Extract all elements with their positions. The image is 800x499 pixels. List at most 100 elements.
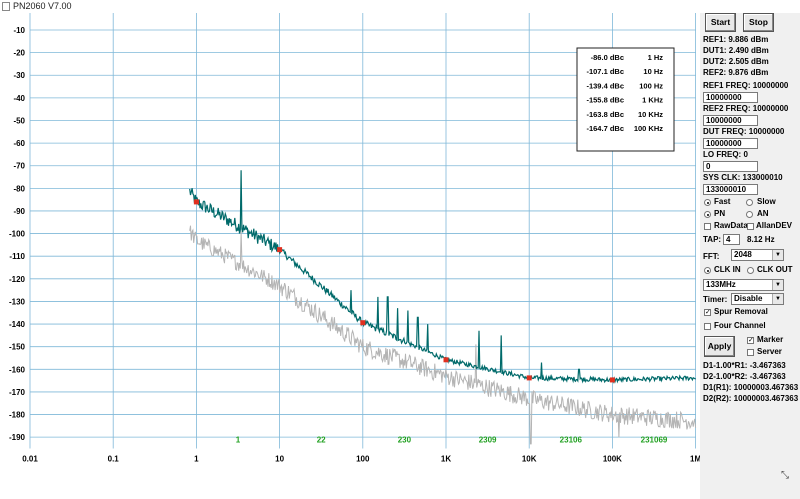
table-row-value: -164.7 dBc xyxy=(586,124,624,133)
y-tick-label: -150 xyxy=(9,343,26,352)
an-radio[interactable] xyxy=(746,211,753,218)
clk-select[interactable]: 133MHz ▼ xyxy=(703,279,784,291)
x-tick-label: 10K xyxy=(522,454,537,463)
y-tick-label: -160 xyxy=(9,365,26,374)
app-icon xyxy=(2,2,10,11)
table-row-freq: 100 KHz xyxy=(634,124,663,133)
tap-input[interactable]: 4 xyxy=(723,234,740,245)
bin-count-label: 230 xyxy=(398,436,412,445)
four-channel-checkbox[interactable] xyxy=(704,323,711,330)
x-tick-label: 1 xyxy=(194,454,199,463)
lo-freq-input[interactable]: 0 xyxy=(703,161,758,172)
d2-r2-freq: D2(R2): 10000003.467363 xyxy=(703,394,799,403)
bin-count-labels: 1 22 230 2309 23106 231069 xyxy=(236,436,668,445)
table-row-value: -163.8 dBc xyxy=(586,110,624,119)
fft-select[interactable]: 2048 ▼ xyxy=(731,249,784,261)
marker-label: Marker xyxy=(757,335,784,344)
sys-clk-label: SYS CLK: 133000010 xyxy=(703,173,783,182)
marker-point xyxy=(360,320,366,326)
bin-count-label: 22 xyxy=(317,436,326,445)
start-button[interactable]: Start xyxy=(705,13,736,32)
spur-removal-label: Spur Removal xyxy=(714,307,768,316)
y-tick-label: -130 xyxy=(9,297,26,306)
clk-select-value: 133MHz xyxy=(706,280,736,289)
marker-point xyxy=(526,375,532,381)
table-row-freq: 1 KHz xyxy=(642,96,663,105)
fft-label: FFT: xyxy=(703,252,720,261)
x-tick-label: 10 xyxy=(275,454,284,463)
ref2-freq-input[interactable]: 10000000 xyxy=(703,115,758,126)
y-tick-label: -140 xyxy=(9,320,26,329)
slow-label: Slow xyxy=(757,197,776,206)
y-tick-label: -180 xyxy=(9,411,26,420)
x-tick-label: 0.1 xyxy=(108,454,120,463)
y-tick-label: -190 xyxy=(9,433,26,442)
y-tick-label: -90 xyxy=(13,207,25,216)
table-row-value: -86.0 dBc xyxy=(591,53,624,62)
fast-radio[interactable] xyxy=(704,199,711,206)
marker-point xyxy=(443,357,449,363)
tap-hz: 8.12 Hz xyxy=(747,235,775,244)
stop-button[interactable]: Stop xyxy=(743,13,774,32)
marker-checkbox[interactable]: ✓ xyxy=(747,337,754,344)
markers xyxy=(193,199,615,383)
clk-in-label: CLK IN xyxy=(714,265,741,274)
allandev-label: AllanDEV xyxy=(756,221,793,230)
table-row-freq: 10 Hz xyxy=(643,67,663,76)
d1-r1-freq: D1(R1): 10000003.467363 xyxy=(703,383,799,392)
dut-freq-input[interactable]: 10000000 xyxy=(703,138,758,149)
title-bar: PN2060 V7.00 xyxy=(0,0,800,13)
y-tick-label: -70 xyxy=(13,162,25,171)
reference-trace xyxy=(189,225,697,445)
table-row-freq: 10 KHz xyxy=(638,110,663,119)
chevron-down-icon: ▼ xyxy=(772,250,783,260)
fft-select-value: 2048 xyxy=(734,250,752,259)
spur-removal-checkbox[interactable]: ✓ xyxy=(704,309,711,316)
apply-button[interactable]: Apply xyxy=(704,336,735,357)
timer-label: Timer: xyxy=(703,295,728,304)
allandev-checkbox[interactable] xyxy=(747,223,754,230)
server-label: Server xyxy=(757,347,782,356)
x-tick-label: 100K xyxy=(603,454,622,463)
d1-r1-ratio: D1-1.00*R1: -3.467363 xyxy=(703,361,786,370)
slow-radio[interactable] xyxy=(746,199,753,206)
y-tick-label: -20 xyxy=(13,49,25,58)
pn-radio[interactable] xyxy=(704,211,711,218)
y-tick-label: -110 xyxy=(9,252,25,261)
table-row-value: -155.8 dBc xyxy=(586,96,624,105)
an-label: AN xyxy=(757,209,769,218)
ref1-power: REF1: 9.886 dBm xyxy=(703,35,769,44)
x-tick-label: 1M xyxy=(690,454,700,463)
y-tick-label: -170 xyxy=(9,388,26,397)
dut1-power: DUT1: 2.490 dBm xyxy=(703,46,769,55)
plot-grid xyxy=(29,13,696,449)
dut-freq-label: DUT FREQ: 10000000 xyxy=(703,127,785,136)
clk-in-radio[interactable] xyxy=(704,267,711,274)
timer-select[interactable]: Disable ▼ xyxy=(731,293,784,305)
y-tick-label: -60 xyxy=(13,139,25,148)
resize-grip-icon[interactable]: ⤡ xyxy=(781,470,789,481)
clk-out-radio[interactable] xyxy=(747,267,754,274)
table-row-value: -139.4 dBc xyxy=(586,81,624,90)
control-panel: Start Stop REF1: 9.886 dBm DUT1: 2.490 d… xyxy=(700,13,800,499)
y-tick-label: -30 xyxy=(13,71,25,80)
table-row-freq: 1 Hz xyxy=(648,53,664,62)
server-checkbox[interactable] xyxy=(747,349,754,356)
ref2-freq-label: REF2 FREQ: 10000000 xyxy=(703,104,789,113)
y-tick-label: -50 xyxy=(13,116,25,125)
pn-label: PN xyxy=(714,209,726,218)
chevron-down-icon: ▼ xyxy=(772,294,783,304)
ref1-freq-input[interactable]: 10000000 xyxy=(703,92,758,103)
marker-table: -86.0 dBc 1 Hz -107.1 dBc 10 Hz -139.4 dBc 10… xyxy=(576,47,675,152)
dut2-power: DUT2: 2.505 dBm xyxy=(703,57,769,66)
bin-count-label: 23106 xyxy=(560,436,583,445)
table-row-freq: 100 Hz xyxy=(639,81,663,90)
rawdata-checkbox[interactable] xyxy=(704,223,711,230)
x-axis-labels: 0.01 0.1 1 10 100 1K 10K 100K 1M xyxy=(22,454,700,463)
y-axis-labels: -10 -20 -30 -40 -50 -60 -70 -80 -90 -100 -110 -120 -… xyxy=(9,26,26,442)
clk-out-label: CLK OUT xyxy=(757,265,793,274)
y-tick-label: -80 xyxy=(13,184,25,193)
sys-clk-input[interactable]: 133000010 xyxy=(703,184,758,195)
fast-label: Fast xyxy=(714,197,731,206)
marker-point xyxy=(609,377,615,383)
